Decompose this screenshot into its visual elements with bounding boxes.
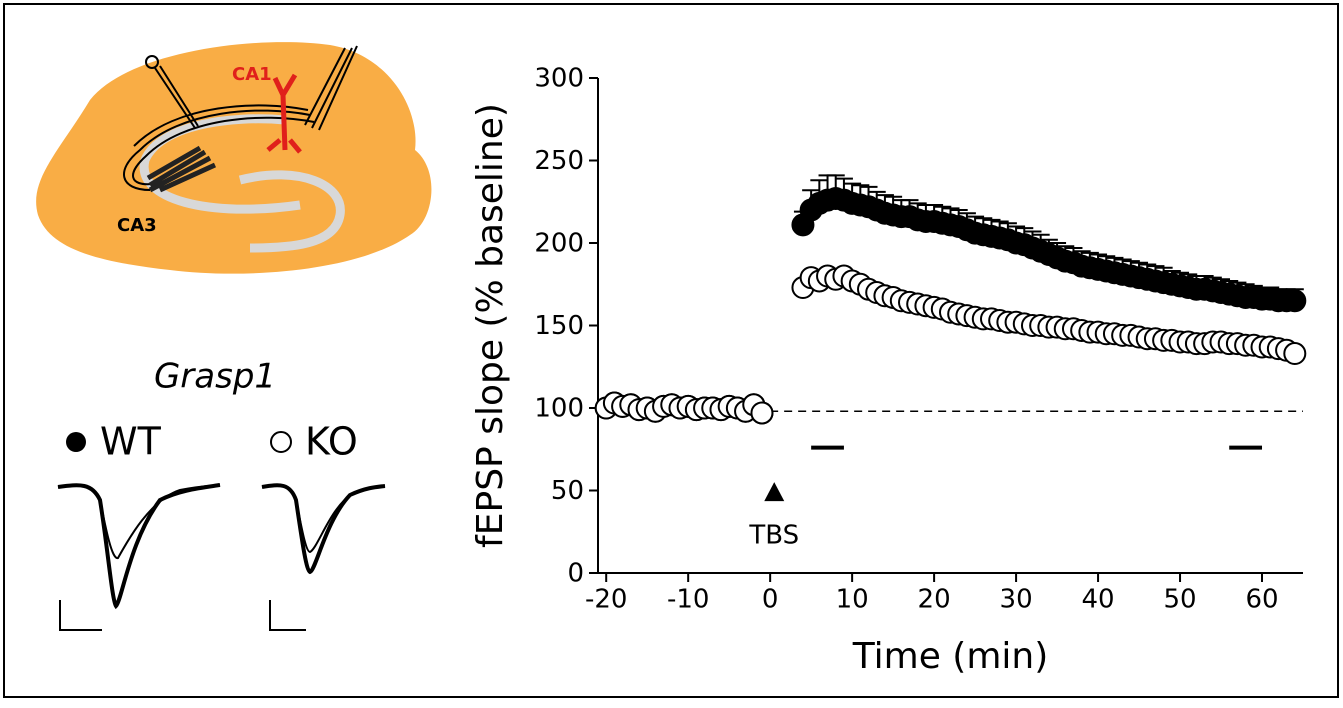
hippocampus-schematic: CA1 CA3 bbox=[36, 42, 432, 274]
gene-label: Grasp1 bbox=[154, 357, 276, 397]
data-point bbox=[750, 401, 774, 425]
y-tick-label: 300 bbox=[534, 64, 584, 94]
x-tick-label: 10 bbox=[836, 585, 869, 615]
y-tick-label: 150 bbox=[534, 311, 584, 341]
schematic-label: CA3 bbox=[117, 215, 157, 236]
x-tick-label: -20 bbox=[585, 585, 627, 615]
data-point bbox=[1283, 289, 1307, 313]
legend-label: WT bbox=[100, 420, 162, 464]
example-traces bbox=[57, 483, 386, 631]
y-tick-label: 0 bbox=[567, 559, 584, 589]
x-tick-label: 30 bbox=[1000, 585, 1033, 615]
y-tick-label: 250 bbox=[534, 146, 584, 176]
x-tick-label: 20 bbox=[918, 585, 951, 615]
data-point bbox=[1283, 342, 1307, 366]
y-tick-label: 100 bbox=[534, 394, 584, 424]
y-axis-label: fEPSP slope (% baseline) bbox=[470, 103, 511, 548]
x-tick-label: 60 bbox=[1245, 585, 1278, 615]
schematic-label: CA1 bbox=[232, 64, 272, 85]
legend-marker bbox=[270, 431, 292, 453]
x-tick-label: 0 bbox=[762, 585, 779, 615]
tbs-arrow bbox=[764, 482, 785, 502]
y-tick-label: 50 bbox=[551, 476, 584, 506]
x-axis-label: Time (min) bbox=[852, 636, 1049, 677]
y-tick-label: 200 bbox=[534, 229, 584, 259]
legend-marker bbox=[66, 432, 86, 452]
annotation: TBS bbox=[748, 521, 799, 551]
x-tick-label: 50 bbox=[1163, 585, 1196, 615]
legend-label: KO bbox=[305, 420, 358, 464]
x-tick-label: -10 bbox=[667, 585, 709, 615]
x-tick-label: 40 bbox=[1082, 585, 1115, 615]
